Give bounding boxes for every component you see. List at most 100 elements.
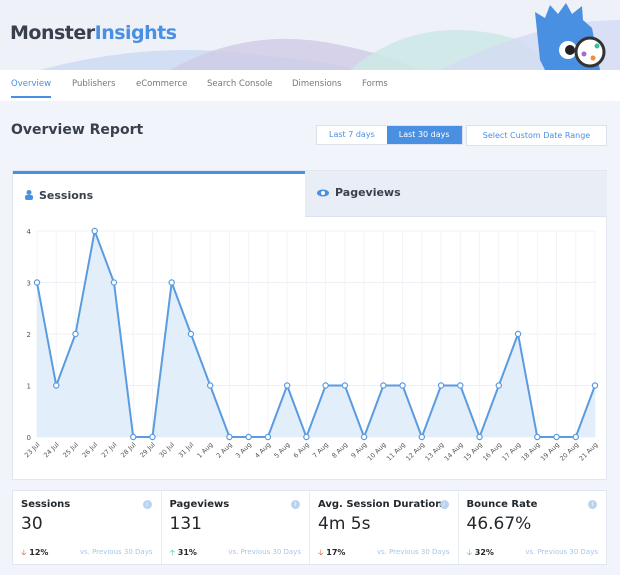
tab-overview[interactable]: Overview [11, 79, 52, 98]
data-point [53, 382, 60, 389]
x-tick-label: 13 Aug [424, 441, 446, 463]
tab-dimensions[interactable]: Dimensions [292, 79, 342, 89]
stat-value: 4m 5s [318, 514, 371, 534]
data-point [322, 382, 329, 389]
sessions-tab[interactable]: Sessions [13, 171, 305, 217]
data-point [572, 433, 579, 441]
data-point [206, 382, 214, 389]
info-icon[interactable]: i [439, 500, 449, 509]
stat-pageviews: Pageviews i 131 🡡 31% vs. Previous 30 Day… [162, 491, 310, 564]
stat-label: Sessions [21, 499, 71, 510]
x-tick-label: 24 Jul [42, 441, 61, 460]
page-title: Overview Report [11, 122, 144, 138]
sessions-line [36, 227, 596, 440]
arrow-down-icon: 🡣 [466, 548, 473, 557]
data-point [303, 433, 310, 441]
data-point [33, 279, 41, 286]
stats-row: Sessions i 30 🡣 12% vs. Previous 30 Days … [12, 490, 607, 565]
eye-icon [317, 189, 329, 197]
x-tick-label: 12 Aug [404, 441, 426, 463]
info-icon[interactable]: i [142, 500, 152, 509]
header-banner: MonsterInsights [0, 0, 620, 70]
stat-label: Avg. Session Duration [318, 499, 443, 510]
stat-avg-session-duration: Avg. Session Duration i 4m 5s 🡣 17% vs. P… [310, 491, 459, 564]
data-point [360, 433, 368, 441]
x-tick-label: 2 Aug [215, 441, 234, 460]
data-point [495, 382, 502, 389]
report-nav: Overview Publishers eCommerce Search Con… [0, 70, 620, 101]
date-range-toggle: Last 7 days Last 30 days [316, 125, 463, 145]
x-tick-label: 3 Aug [234, 441, 253, 460]
data-point [514, 330, 522, 338]
user-icon [25, 190, 33, 200]
data-point [380, 382, 387, 389]
stat-bounce-rate: Bounce Rate i 46.67% 🡣 32% vs. Previous 3… [459, 491, 607, 564]
wave-decoration [40, 3, 620, 70]
x-tick-label: 19 Aug [539, 441, 561, 463]
stat-value: 46.67% [466, 514, 532, 534]
x-tick-label: 14 Aug [443, 441, 465, 463]
x-tick-label: 4 Aug [253, 441, 272, 460]
data-point [283, 382, 291, 389]
pageviews-tab[interactable]: Pageviews [305, 171, 607, 217]
x-tick-label: 6 Aug [292, 441, 311, 460]
data-point [418, 433, 426, 441]
x-tick-label: 1 Aug [196, 441, 215, 460]
x-tick-label: 25 Jul [61, 441, 80, 460]
y-tick-label: 1 [27, 383, 31, 391]
data-point [226, 433, 233, 441]
stat-change: 🡡 31% [169, 548, 197, 557]
data-point [476, 433, 483, 441]
tab-forms[interactable]: Forms [362, 79, 388, 89]
stat-compare: vs. Previous 30 Days [525, 548, 598, 556]
tab-search-console[interactable]: Search Console [207, 79, 273, 89]
x-tick-label: 23 Jul [23, 441, 42, 460]
data-point [264, 433, 272, 441]
stat-change: 🡣 32% [466, 548, 494, 557]
y-tick-label: 3 [27, 280, 31, 288]
x-tick-label: 7 Aug [311, 441, 330, 460]
last-7-days-button[interactable]: Last 7 days [329, 130, 375, 139]
stat-sessions: Sessions i 30 🡣 12% vs. Previous 30 Days [13, 491, 162, 564]
monster-mascot-icon [535, 3, 606, 70]
x-tick-label: 30 Jul [158, 441, 177, 460]
x-tick-label: 26 Jul [81, 441, 100, 460]
x-tick-label: 16 Aug [481, 441, 503, 463]
sessions-chart: 0 1 2 3 4 23 Jul 24 Jul 25 Jul 26 Jul 27 Jul 28 Ju… [23, 227, 599, 463]
data-point [245, 433, 252, 441]
info-icon[interactable]: i [588, 500, 597, 509]
sessions-tab-label: Sessions [39, 189, 94, 202]
stat-label: Bounce Rate [466, 499, 538, 510]
data-point [534, 433, 541, 441]
data-point [130, 433, 137, 441]
stat-value: 131 [169, 514, 202, 534]
data-point [168, 279, 175, 286]
data-point [187, 330, 195, 338]
monsterinsights-logo: MonsterInsights [10, 22, 177, 44]
data-point [553, 433, 560, 441]
x-tick-label: 8 Aug [330, 441, 349, 460]
stat-compare: vs. Previous 30 Days [228, 548, 301, 556]
custom-date-range-button[interactable]: Select Custom Date Range [466, 125, 607, 146]
data-point [457, 382, 464, 389]
data-point [110, 279, 118, 286]
x-tick-label: 31 Jul [177, 441, 196, 460]
data-point [91, 227, 98, 235]
x-tick-label: 27 Jul [100, 441, 119, 460]
stat-compare: vs. Previous 30 Days [376, 548, 450, 556]
pageviews-tab-label: Pageviews [335, 186, 401, 199]
stat-value: 30 [21, 514, 43, 534]
data-point [149, 433, 156, 441]
data-point [591, 382, 599, 389]
arrow-up-icon: 🡡 [169, 548, 176, 557]
x-tick-label: 11 Aug [385, 441, 407, 463]
tab-ecommerce[interactable]: eCommerce [136, 79, 188, 89]
info-icon[interactable]: i [291, 500, 300, 509]
last-30-days-button[interactable]: Last 30 days [386, 126, 462, 144]
stat-change: 🡣 12% [21, 548, 49, 557]
x-tick-label: 15 Aug [462, 441, 484, 463]
x-tick-label: 10 Aug [366, 441, 388, 463]
stat-change: 🡣 17% [318, 548, 346, 557]
x-tick-label: 21 Aug [577, 441, 599, 463]
tab-publishers[interactable]: Publishers [72, 79, 116, 89]
